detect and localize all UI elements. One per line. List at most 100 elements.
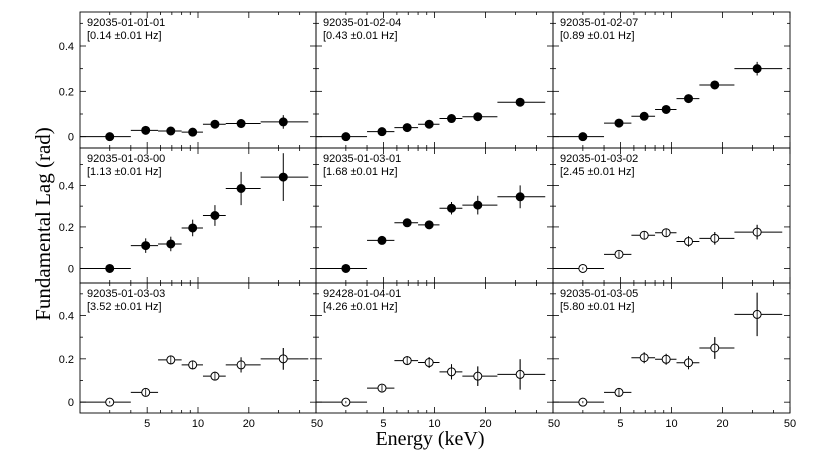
x-tick-label: 5 — [144, 418, 150, 430]
filled-marker — [210, 211, 220, 220]
data-point — [418, 119, 440, 129]
filled-marker — [377, 235, 387, 245]
y-tick-label: 0.2 — [59, 86, 74, 98]
panel-frequency: [0.43 ±0.01 Hz] — [323, 30, 398, 42]
data-point — [676, 94, 700, 104]
data-point — [655, 228, 677, 238]
data-point — [260, 115, 309, 129]
filled-marker — [752, 64, 762, 74]
data-point — [367, 127, 395, 137]
data-point — [181, 219, 203, 237]
filled-marker — [210, 119, 220, 129]
data-point — [367, 383, 395, 393]
panel-frequency: [1.68 ±0.01 Hz] — [323, 166, 398, 178]
x-tick-label: 10 — [665, 418, 677, 430]
filled-marker — [473, 112, 483, 122]
filled-marker — [515, 192, 525, 202]
filled-marker — [661, 104, 671, 114]
panel-obsid: 92035-01-02-07 — [560, 17, 638, 29]
data-point — [202, 371, 226, 381]
data-point — [202, 205, 226, 226]
filled-marker — [684, 94, 694, 104]
data-point — [158, 355, 182, 365]
panel-frequency: [0.89 ±0.01 Hz] — [560, 30, 635, 42]
filled-marker — [402, 218, 412, 228]
filled-marker — [105, 263, 115, 273]
filled-marker — [578, 132, 588, 142]
filled-marker — [166, 239, 176, 249]
data-point — [439, 364, 463, 380]
data-point — [497, 359, 546, 390]
filled-marker — [141, 125, 151, 135]
data-point — [225, 171, 261, 206]
filled-marker — [278, 172, 288, 182]
panel-obsid: 92428-01-04-01 — [323, 288, 401, 300]
panel-92035-01-03-02: 92035-01-03-02[2.45 ±0.01 Hz] — [552, 147, 791, 284]
data-point — [462, 195, 498, 215]
panel-obsid: 92035-01-03-00 — [87, 153, 165, 165]
filled-marker — [402, 123, 412, 133]
data-point — [181, 127, 203, 137]
y-axis-label: Fundamental Lag (rad) — [31, 127, 55, 321]
panel-92035-01-02-04: 92035-01-02-04[0.43 ±0.01 Hz] — [315, 11, 554, 149]
filled-marker — [515, 97, 525, 107]
filled-marker — [377, 127, 387, 137]
y-tick-label: 0.2 — [59, 222, 74, 234]
data-point — [316, 397, 368, 407]
panel-92035-01-03-03: 5 10 20 50 0 0.2 0.4 92035-01-03-03[3.52 ±0.01 … — [59, 282, 323, 430]
data-point — [734, 292, 783, 337]
x-tick-label: 10 — [428, 418, 440, 430]
data-point — [394, 123, 419, 133]
data-point — [181, 360, 203, 370]
data-point — [631, 230, 656, 240]
data-point — [439, 114, 463, 124]
data-point — [676, 356, 700, 370]
filled-marker — [424, 220, 434, 230]
panel-92428-01-04-01: 5 10 20 50 92428-01-04-01[4.26 ±0.01 Hz] — [315, 282, 560, 430]
data-point — [394, 356, 419, 366]
filled-marker — [188, 127, 198, 137]
data-point — [80, 263, 131, 273]
data-point — [130, 125, 159, 135]
data-point — [631, 352, 656, 364]
data-point — [734, 61, 783, 76]
panel-frequency: [4.26 ±0.01 Hz] — [323, 301, 398, 313]
filled-marker — [341, 132, 351, 142]
data-point — [225, 357, 261, 373]
data-point — [699, 337, 735, 359]
panel-obsid: 92035-01-03-03 — [87, 288, 165, 300]
panel-frequency: [0.14 ±0.01 Hz] — [87, 30, 162, 42]
data-point — [418, 357, 440, 368]
filled-marker — [105, 132, 115, 142]
x-tick-label: 5 — [380, 418, 386, 430]
data-point — [655, 353, 677, 365]
data-point — [225, 118, 261, 129]
data-point — [676, 236, 700, 247]
data-point — [462, 366, 498, 386]
data-point — [418, 220, 440, 230]
filled-marker — [236, 119, 246, 129]
y-tick-label: 0 — [68, 263, 74, 275]
filled-marker — [447, 114, 457, 124]
filled-marker — [424, 119, 434, 129]
panel-frequency: [2.45 ±0.01 Hz] — [560, 166, 635, 178]
data-point — [497, 185, 546, 209]
data-point — [655, 104, 677, 114]
x-tick-label: 20 — [716, 418, 728, 430]
y-tick-label: 0.4 — [59, 180, 74, 192]
panel-obsid: 92035-01-01-01 — [87, 17, 165, 29]
filled-marker — [710, 80, 720, 90]
filled-marker — [473, 200, 483, 210]
filled-marker — [141, 241, 151, 251]
data-point — [316, 263, 368, 273]
panel-frequency: [5.80 ±0.01 Hz] — [560, 301, 635, 313]
data-point — [260, 153, 309, 201]
data-point — [158, 236, 182, 252]
panel-obsid: 92035-01-02-04 — [323, 17, 401, 29]
y-tick-label: 0.2 — [59, 354, 74, 366]
data-point — [604, 118, 632, 128]
data-point — [604, 249, 632, 259]
x-tick-label: 20 — [243, 418, 255, 430]
filled-marker — [278, 117, 288, 127]
